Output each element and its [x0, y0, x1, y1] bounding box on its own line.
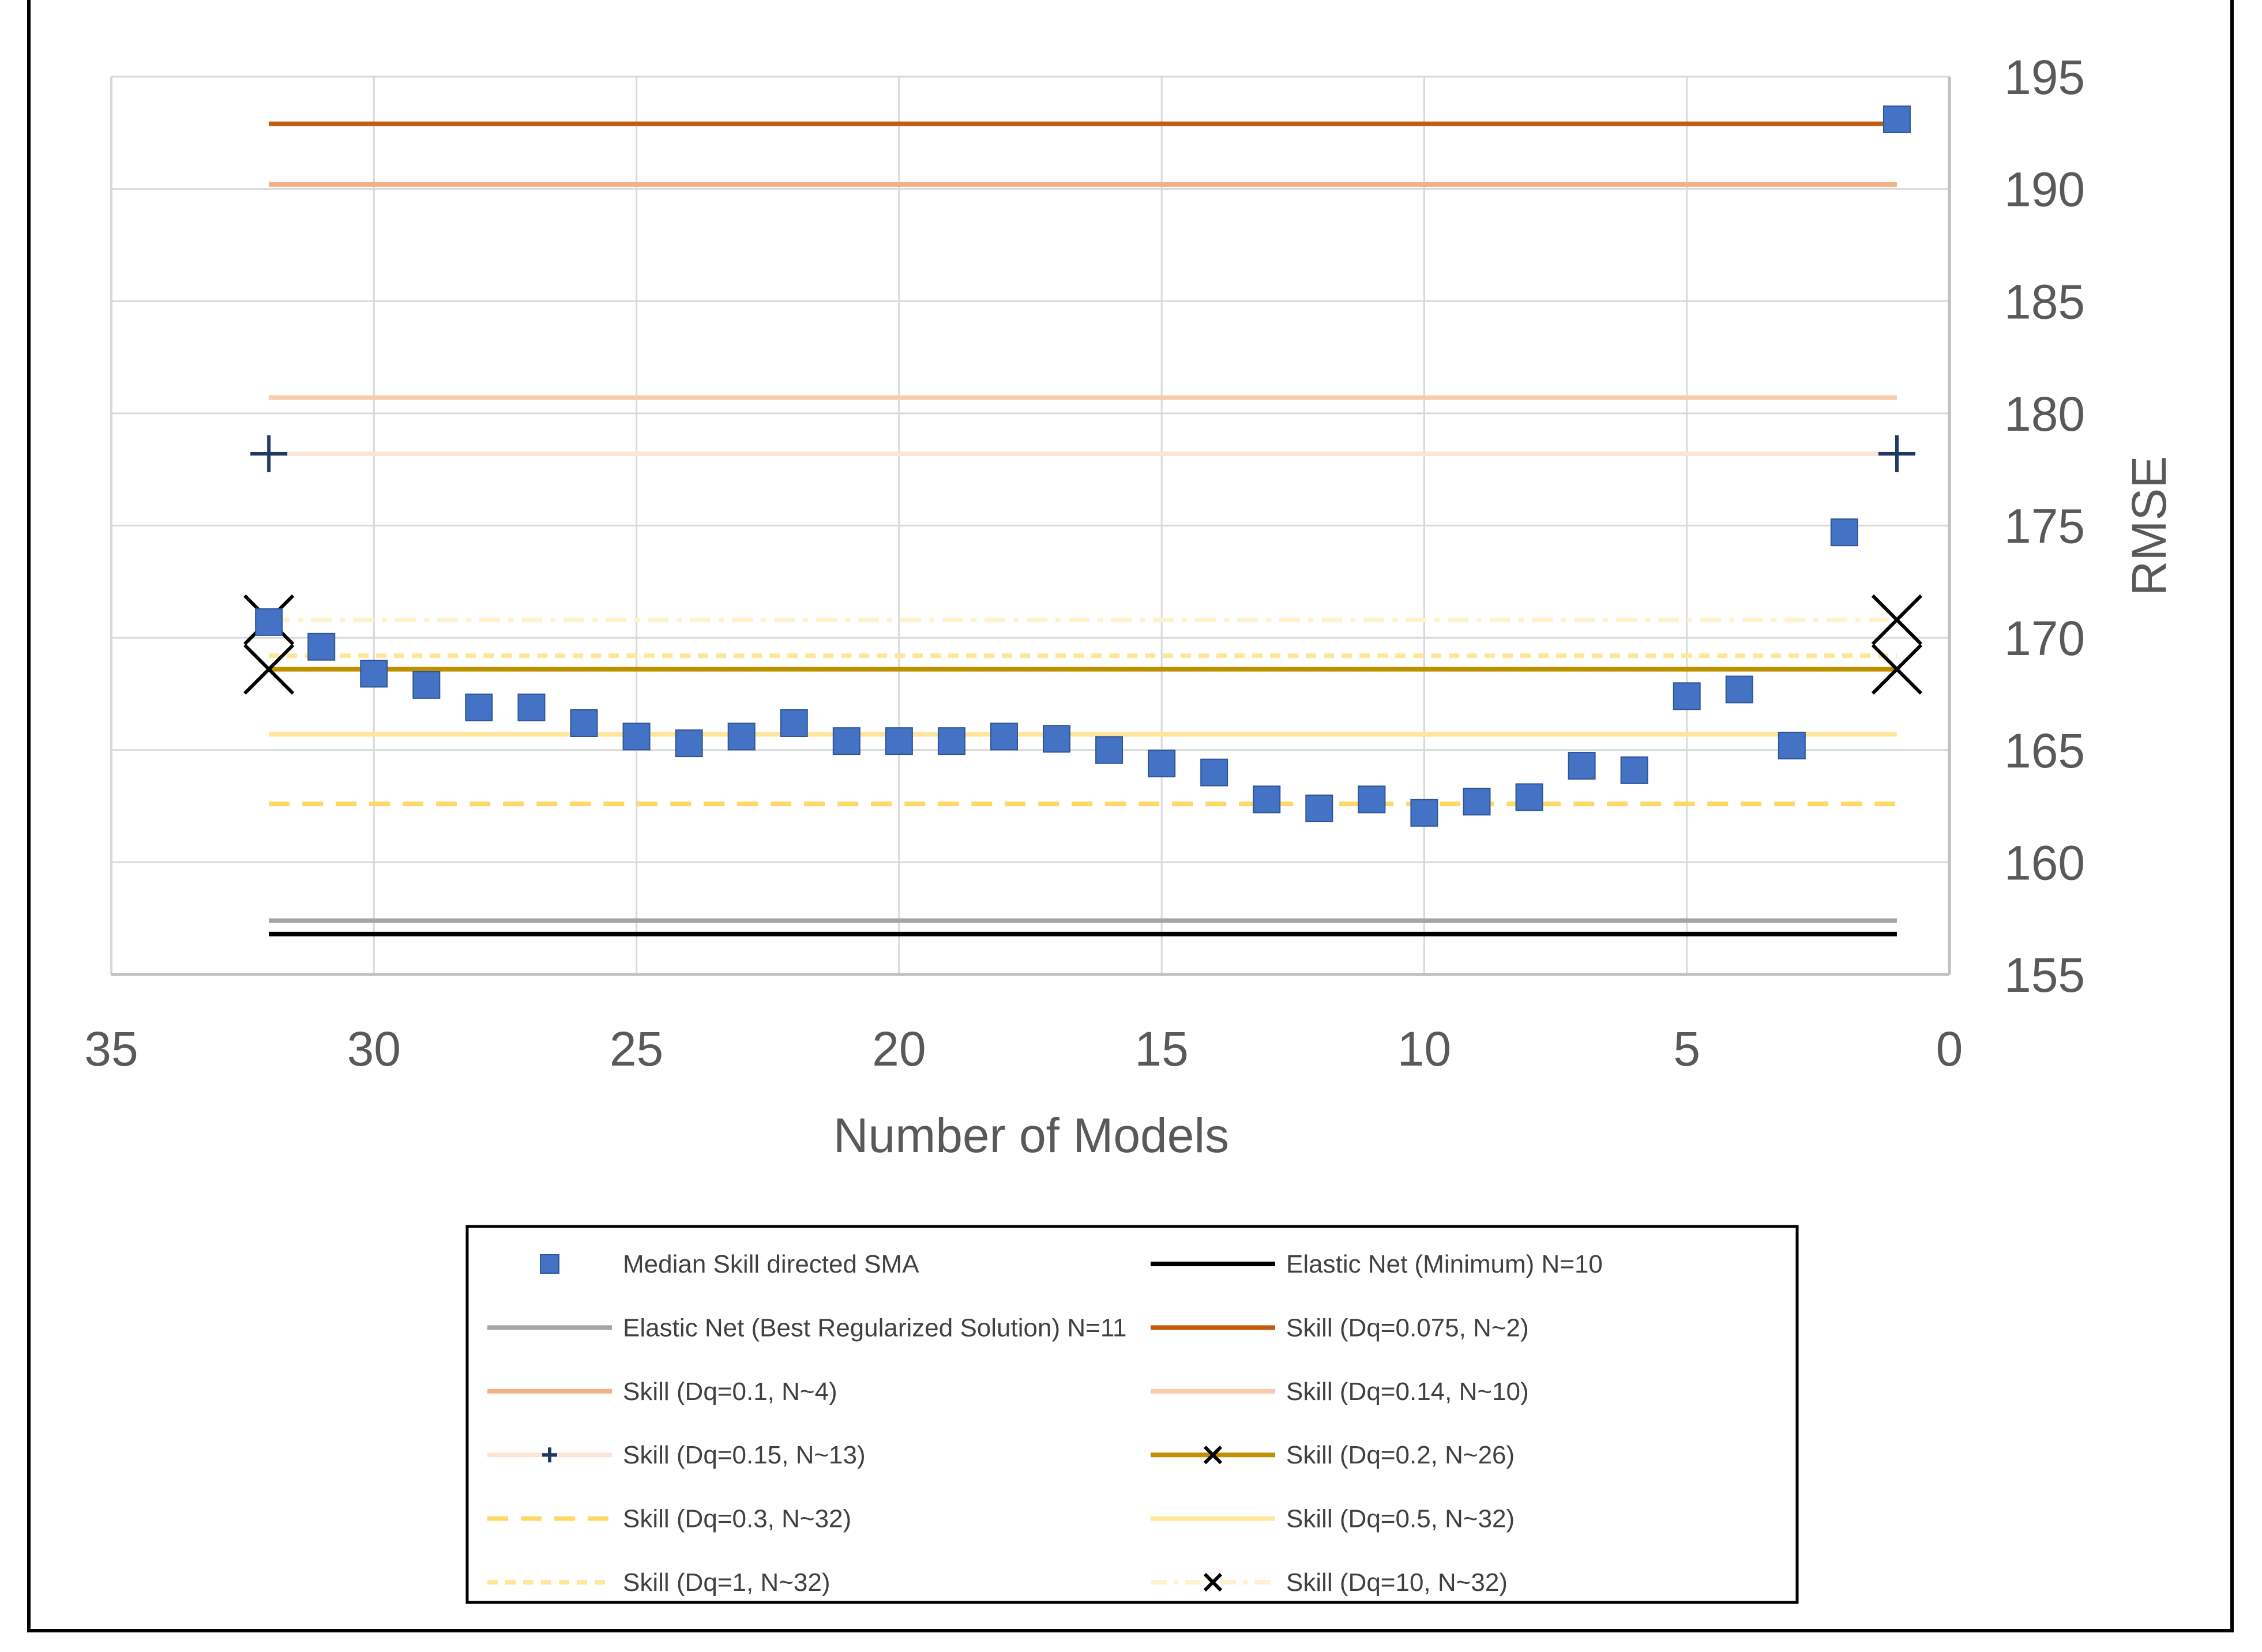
legend-item: Skill (Dq=0.3, N~32)	[487, 1505, 851, 1533]
legend-item: Skill (Dq=10, N~32)	[1151, 1568, 1508, 1597]
x-tick-label: 10	[1397, 1022, 1451, 1076]
data-point	[990, 722, 1018, 751]
data-point	[1200, 758, 1228, 787]
data-point	[517, 693, 546, 721]
legend-swatch-marker	[1203, 1446, 1223, 1465]
data-point	[675, 729, 703, 758]
data-points	[255, 105, 1911, 827]
legend-label: Skill (Dq=10, N~32)	[1286, 1568, 1508, 1597]
y-axis-label: RMSE	[2122, 456, 2176, 596]
data-point	[1305, 794, 1333, 822]
legend-swatch-marker	[542, 1447, 557, 1463]
x-tick-label: 25	[610, 1022, 663, 1076]
legend-item: Elastic Net (Minimum) N=10	[1151, 1250, 1603, 1278]
data-point	[885, 727, 913, 755]
data-point	[570, 709, 598, 737]
y-tick-label: 165	[2004, 724, 2085, 778]
legend-label: Skill (Dq=0.1, N~4)	[623, 1378, 837, 1406]
legend-label: Elastic Net (Best Regularized Solution) …	[623, 1314, 1127, 1342]
x-tick-label: 35	[84, 1022, 138, 1076]
legend-label: Skill (Dq=0.3, N~32)	[623, 1505, 851, 1533]
data-point	[1620, 756, 1648, 784]
data-point	[1043, 725, 1071, 753]
y-tick-label: 170	[2004, 611, 2085, 665]
series-marker-skill-dq-0-2-n-26	[243, 644, 295, 695]
legend-label: Median Skill directed SMA	[623, 1250, 919, 1278]
data-point	[937, 727, 965, 755]
tick-labels: 35 30 25 20 15 10 5 0 155 160 165 170 175 180 185 190 19…	[84, 50, 2085, 1076]
legend-item: Skill (Dq=0.15, N~13)	[487, 1441, 866, 1469]
data-point	[1148, 750, 1176, 778]
legend-swatch-square	[540, 1254, 559, 1274]
y-tick-label: 185	[2004, 274, 2085, 329]
x-tick-label: 0	[1936, 1022, 1963, 1076]
data-point	[622, 722, 651, 751]
series-markers	[243, 435, 1923, 695]
data-point	[1410, 799, 1438, 827]
data-point	[1253, 785, 1281, 814]
data-point	[1463, 788, 1491, 816]
data-point	[360, 660, 388, 688]
y-tick-label: 155	[2004, 948, 2085, 1002]
legend-label: Skill (Dq=1, N~32)	[623, 1568, 830, 1597]
legend-label: Skill (Dq=0.075, N~2)	[1286, 1314, 1529, 1342]
x-axis-label: Number of Models	[833, 1108, 1229, 1162]
legend-item: Skill (Dq=0.075, N~2)	[1151, 1314, 1529, 1342]
data-point	[1568, 751, 1596, 780]
legend-item: Skill (Dq=0.14, N~10)	[1151, 1378, 1529, 1406]
y-tick-label: 175	[2004, 499, 2085, 554]
legend-label: Skill (Dq=0.14, N~10)	[1286, 1378, 1529, 1406]
data-point	[1883, 105, 1911, 133]
data-point	[255, 608, 283, 636]
series-marker-skill-dq-0-15-n-13	[250, 435, 288, 472]
gridlines	[111, 76, 1949, 974]
data-point	[412, 671, 441, 699]
x-tick-label: 15	[1134, 1022, 1188, 1076]
series-marker-skill-dq-10-n-32	[1871, 594, 1923, 646]
legend-label: Skill (Dq=0.15, N~13)	[623, 1441, 866, 1469]
data-point	[780, 709, 808, 737]
data-point	[1358, 785, 1386, 814]
data-point	[1515, 783, 1543, 811]
y-tick-label: 180	[2004, 387, 2085, 441]
data-point	[1673, 682, 1701, 710]
legend: Median Skill directed SMA Elastic Net (Mi…	[465, 1225, 1799, 1604]
legend-item: Skill (Dq=0.5, N~32)	[1151, 1505, 1515, 1533]
legend-item: Skill (Dq=1, N~32)	[487, 1568, 830, 1597]
x-tick-label: 20	[872, 1022, 926, 1076]
axes	[110, 77, 1951, 976]
data-point	[1725, 675, 1753, 703]
legend-item: Elastic Net (Best Regularized Solution) …	[487, 1314, 1127, 1342]
data-point	[832, 727, 861, 755]
data-point	[307, 633, 336, 661]
data-point	[727, 722, 756, 751]
x-tick-label: 5	[1673, 1022, 1700, 1076]
y-tick-label: 160	[2004, 836, 2085, 890]
data-point	[1095, 736, 1124, 764]
series-marker-skill-dq-0-2-n-26	[1871, 644, 1923, 695]
data-point	[465, 693, 493, 721]
y-tick-label: 190	[2004, 163, 2085, 217]
legend-label: Elastic Net (Minimum) N=10	[1286, 1250, 1603, 1278]
legend-label: Skill (Dq=0.5, N~32)	[1286, 1505, 1515, 1533]
legend-label: Skill (Dq=0.2, N~26)	[1286, 1441, 1515, 1469]
legend-item: Skill (Dq=0.2, N~26)	[1151, 1441, 1515, 1469]
legend-swatch-marker	[1203, 1572, 1223, 1592]
data-point	[1830, 518, 1858, 547]
legend-item: Skill (Dq=0.1, N~4)	[487, 1378, 837, 1406]
legend-box	[465, 1225, 1799, 1604]
x-tick-label: 30	[347, 1022, 401, 1076]
data-point	[1778, 731, 1806, 759]
y-tick-label: 195	[2004, 50, 2085, 104]
series-marker-skill-dq-0-15-n-13	[1878, 435, 1915, 472]
series-lines	[269, 121, 1897, 936]
legend-item: Median Skill directed SMA	[540, 1250, 919, 1278]
